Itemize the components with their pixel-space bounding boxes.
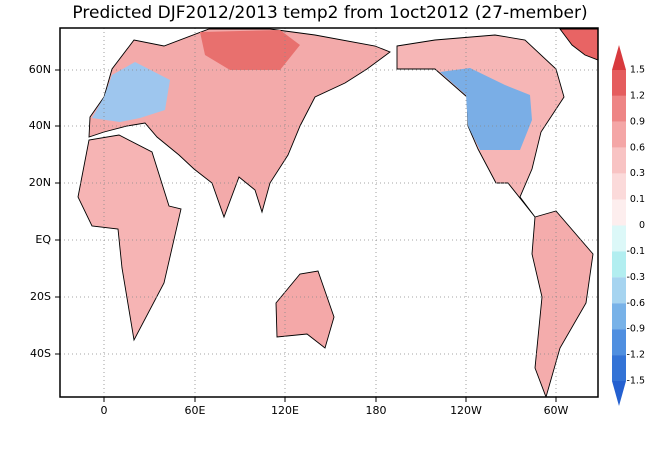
colorbar: 1.5 1.2 0.9 0.6 0.3 0.1 0 -0.1 -0.3 -0.6 -0.9 -1.2 -… xyxy=(612,45,645,406)
europe-cool xyxy=(92,62,170,122)
colorbar-end xyxy=(612,381,626,406)
lon-label: 120E xyxy=(271,404,299,417)
lon-label: 60E xyxy=(185,404,206,417)
lat-label: EQ xyxy=(35,233,51,246)
colorbar-label: -0.6 xyxy=(626,298,645,309)
colorbar-label: 0 xyxy=(639,220,645,231)
lon-label: 60W xyxy=(544,404,569,417)
colorbar-label: -1.5 xyxy=(626,376,645,387)
lat-label: 20S xyxy=(30,290,51,303)
colorbar-label: -0.3 xyxy=(626,272,645,283)
south-america xyxy=(531,210,594,397)
colorbar-segment xyxy=(612,251,626,278)
map-frame xyxy=(59,27,599,398)
colorbar-segment xyxy=(612,147,626,174)
lon-label: 0 xyxy=(101,404,108,417)
colorbar-segment xyxy=(612,95,626,122)
greenland xyxy=(559,28,598,61)
graticule xyxy=(55,28,598,402)
australia xyxy=(275,270,335,349)
lat-label: 40N xyxy=(29,119,51,132)
colorbar-label: -1.2 xyxy=(626,350,645,361)
colorbar-segment xyxy=(612,277,626,304)
africa xyxy=(77,134,182,342)
colorbar-label: 1.5 xyxy=(630,65,645,76)
colorbar-segment xyxy=(612,173,626,200)
land-areas xyxy=(77,28,598,397)
colorbar-segment xyxy=(612,199,626,226)
colorbar-label: -0.1 xyxy=(626,246,645,257)
lat-label: 60N xyxy=(29,63,51,76)
colorbar-label: 0.9 xyxy=(630,116,645,127)
colorbar-label: 1.2 xyxy=(630,90,645,101)
lon-label: 180 xyxy=(366,404,387,417)
colorbar-segment xyxy=(612,329,626,356)
colorbar-segment xyxy=(612,303,626,330)
colorbar-end xyxy=(612,45,626,70)
colorbar-segment xyxy=(612,121,626,148)
colorbar-segment xyxy=(612,355,626,381)
colorbar-label: -0.9 xyxy=(626,324,645,335)
lon-label: 120W xyxy=(450,404,482,417)
lat-label: 40S xyxy=(30,347,51,360)
colorbar-segment xyxy=(612,225,626,252)
colorbar-label: 0.3 xyxy=(630,168,645,179)
colorbar-label: 0.6 xyxy=(630,142,645,153)
colorbar-segment xyxy=(612,70,626,96)
colorbar-label: 0.1 xyxy=(630,194,645,205)
north-america-cool xyxy=(440,68,532,150)
siberia-warm xyxy=(200,30,300,70)
lat-label: 20N xyxy=(29,176,51,189)
title: Predicted DJF2012/2013 temp2 from 1oct20… xyxy=(72,3,587,23)
